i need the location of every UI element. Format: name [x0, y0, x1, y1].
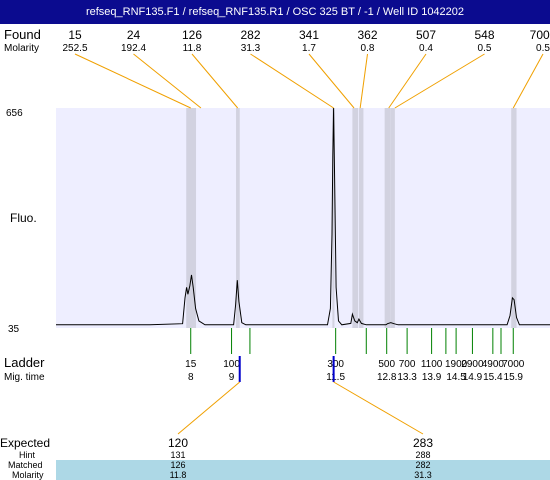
- ladder-size-label: 1100: [421, 359, 443, 370]
- found-molarity-label: 252.5: [62, 43, 87, 54]
- found-leader-line: [250, 53, 334, 109]
- peak-band: [186, 108, 197, 328]
- ladder-row-label: Ladder: [4, 355, 45, 370]
- matched-molarity: 31.3: [414, 470, 432, 480]
- found-leader-line: [388, 53, 427, 109]
- ladder-size-label: 2900: [461, 359, 484, 370]
- y-tick-min: 35: [8, 324, 20, 335]
- ladder-size-label: 300: [327, 359, 344, 370]
- plot-area: [56, 107, 550, 328]
- ladder-time-label: 11.5: [326, 372, 345, 383]
- ladder-time-label: 9: [229, 372, 235, 383]
- migtime-row-label: Mig. time: [4, 372, 45, 383]
- hint-row-label: Hint: [19, 450, 36, 460]
- found-molarity-label: 11.8: [183, 43, 202, 54]
- found-molarity-label: 192.4: [121, 43, 146, 54]
- hint-size: 288: [415, 450, 430, 460]
- molarity-row-label: Molarity: [4, 43, 39, 54]
- found-row-label: Found: [4, 27, 41, 42]
- ladder-size-label: 4900: [482, 359, 505, 370]
- molarity-bottom-row-label: Molarity: [12, 470, 44, 480]
- ladder-time-label: 15.4: [483, 372, 503, 383]
- matched-size: 282: [415, 460, 430, 470]
- expected-row-label: Expected: [0, 436, 50, 450]
- y-tick-max: 656: [6, 108, 23, 119]
- found-size-label: 7000: [530, 28, 550, 42]
- peak-band: [236, 108, 240, 328]
- y-axis-label: Fluo.: [10, 211, 37, 225]
- peak-band: [511, 108, 517, 328]
- found-size-label: 126: [182, 28, 202, 42]
- well-title: refseq_RNF135.F1 / refseq_RNF135.R1 / OS…: [85, 6, 465, 18]
- expected-size: 120: [168, 436, 188, 450]
- found-leader-line: [512, 53, 544, 109]
- trace-line: [56, 107, 550, 326]
- found-size-label: 24: [127, 28, 141, 42]
- found-molarity-label: 0.4: [419, 43, 433, 54]
- peak-band: [352, 108, 359, 328]
- expected-size: 283: [413, 436, 433, 450]
- ladder-time-label: 14.9: [463, 372, 483, 383]
- matched-molarity: 11.8: [170, 470, 187, 480]
- found-size-label: 548: [474, 28, 494, 42]
- peak-band: [384, 108, 391, 328]
- plot-background: [56, 108, 550, 328]
- expected-leader-line: [177, 381, 241, 435]
- ladder-size-label: 500: [378, 359, 395, 370]
- ladder-size-label: 7000: [502, 359, 525, 370]
- found-size-label: 362: [357, 28, 377, 42]
- found-molarity-label: 0.8: [361, 43, 375, 54]
- found-molarity-label: 1.7: [302, 43, 316, 54]
- ladder-time-label: 15.9: [504, 372, 524, 383]
- hint-size: 131: [170, 450, 185, 460]
- found-size-label: 507: [416, 28, 436, 42]
- found-size-label: 15: [68, 28, 82, 42]
- peak-band: [332, 108, 335, 328]
- matched-row-background: [56, 460, 550, 480]
- ladder-size-label: 700: [399, 359, 416, 370]
- found-leader-line: [308, 53, 355, 109]
- ladder-time-label: 13.9: [422, 372, 442, 383]
- ladder-size-label: 15: [185, 359, 197, 370]
- matched-row-label: Matched: [8, 460, 43, 470]
- peak-band: [390, 108, 395, 328]
- expected-leader-line: [333, 381, 424, 435]
- title-bar: refseq_RNF135.F1 / refseq_RNF135.R1 / OS…: [0, 0, 550, 24]
- peak-band: [358, 108, 364, 328]
- found-leader-line: [394, 53, 485, 109]
- found-molarity-label: 0.5: [536, 43, 550, 54]
- matched-size: 126: [170, 460, 185, 470]
- found-leader-line: [191, 53, 239, 109]
- ladder-time-label: 8: [188, 372, 194, 383]
- ladder-time-label: 12.8: [377, 372, 397, 383]
- found-leader-line: [359, 53, 368, 109]
- ladder-time-label: 13.3: [397, 372, 417, 383]
- ladder-time-label: 14.5: [446, 372, 466, 383]
- ladder-size-label: 100: [223, 359, 240, 370]
- found-molarity-label: 31.3: [241, 43, 261, 54]
- found-molarity-label: 0.5: [478, 43, 492, 54]
- found-size-label: 341: [299, 28, 319, 42]
- found-leader-line: [133, 53, 202, 109]
- ladder-size-label: 1900: [445, 359, 468, 370]
- found-leader-line: [74, 53, 191, 109]
- found-size-label: 282: [240, 28, 260, 42]
